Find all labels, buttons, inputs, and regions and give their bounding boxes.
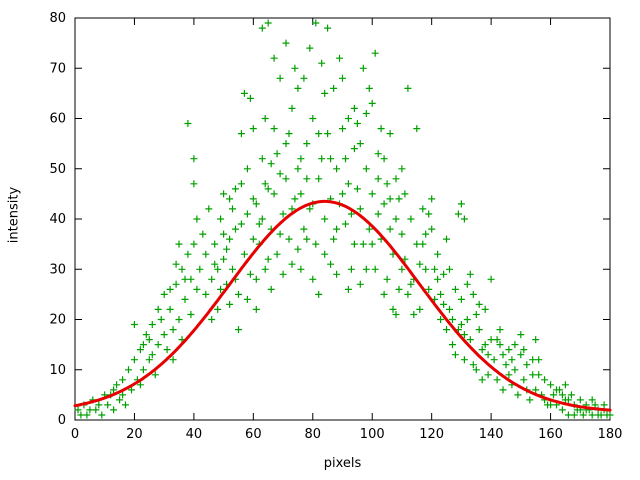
x-tick-label: 0 [71,427,79,442]
y-tick-label: 80 [49,11,66,26]
y-tick-label: 40 [49,212,66,227]
x-tick-label: 100 [360,427,385,442]
x-tick-label: 180 [598,427,623,442]
x-tick-label: 160 [538,427,563,442]
y-tick-label: 60 [49,112,66,127]
x-tick-label: 140 [479,427,504,442]
x-tick-label: 80 [305,427,322,442]
y-tick-label: 30 [49,262,66,277]
x-tick-label: 120 [419,427,444,442]
y-axis-label: intensity [6,186,22,244]
y-tick-label: 70 [49,61,66,76]
y-tick-label: 0 [58,413,66,428]
x-tick-label: 40 [186,427,203,442]
x-axis-label: pixels [323,456,362,471]
scatter-series [74,19,614,419]
y-tick-label: 10 [49,363,66,378]
y-tick-label: 20 [49,313,66,328]
x-tick-label: 20 [126,427,143,442]
y-tick-label: 50 [49,162,66,177]
fit-curve [73,199,612,412]
x-tick-label: 60 [245,427,262,442]
